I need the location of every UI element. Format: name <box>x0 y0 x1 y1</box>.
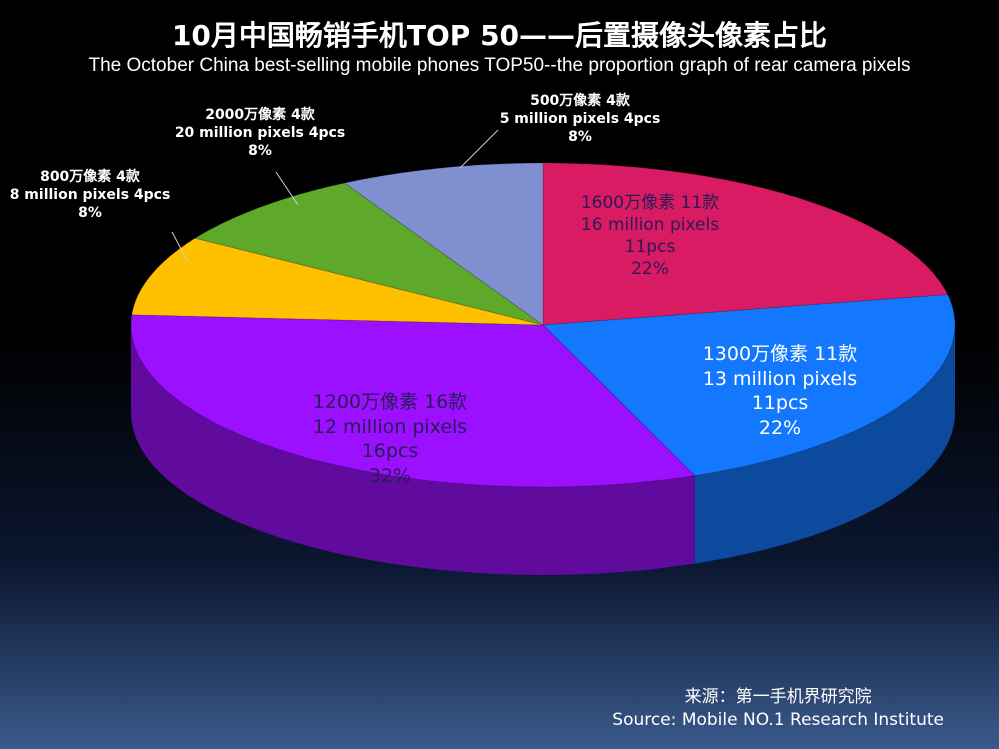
pie-slice-0 <box>542 162 949 326</box>
slice-label-16mp: 1600万像素 11款 16 million pixels 11pcs 22% <box>580 193 720 280</box>
slice-label-8mp: 800万像素 4款 8 million pixels 4pcs 8% <box>9 169 171 222</box>
pie-side-2 <box>131 325 695 575</box>
pie-side-walls <box>131 325 955 575</box>
leader-line-4 <box>275 171 299 206</box>
pie-slices <box>130 162 956 488</box>
chart-subtitle: The October China best-selling mobile ph… <box>88 55 911 76</box>
slice-label-13mp: 1300万像素 11款 13 million pixels 11pcs 22% <box>702 343 858 440</box>
source-en: Source: Mobile NO.1 Research Institute <box>612 709 944 730</box>
leader-line-3 <box>171 231 189 263</box>
pie-slice-3 <box>131 237 544 326</box>
source-cn: 来源：第一手机界研究院 <box>684 687 872 707</box>
pie-slice-4 <box>193 182 544 326</box>
pie-slice-1 <box>541 294 956 477</box>
slice-label-5mp: 500万像素 4款 5 million pixels 4pcs 8% <box>499 93 661 146</box>
pie-slice-5 <box>343 162 544 326</box>
leader-line-5 <box>459 129 499 169</box>
slice-label-20mp: 2000万像素 4款 20 million pixels 4pcs 8% <box>174 107 346 160</box>
pie-slice-2 <box>130 314 696 488</box>
pie-side-1 <box>694 325 955 564</box>
source-note: 来源：第一手机界研究院 Source: Mobile NO.1 Research… <box>612 686 944 732</box>
slice-label-12mp: 1200万像素 16款 12 million pixels 16pcs 32% <box>312 391 468 488</box>
chart-title: 10月中国畅销手机TOP 50——后置摄像头像素占比 <box>171 19 828 52</box>
